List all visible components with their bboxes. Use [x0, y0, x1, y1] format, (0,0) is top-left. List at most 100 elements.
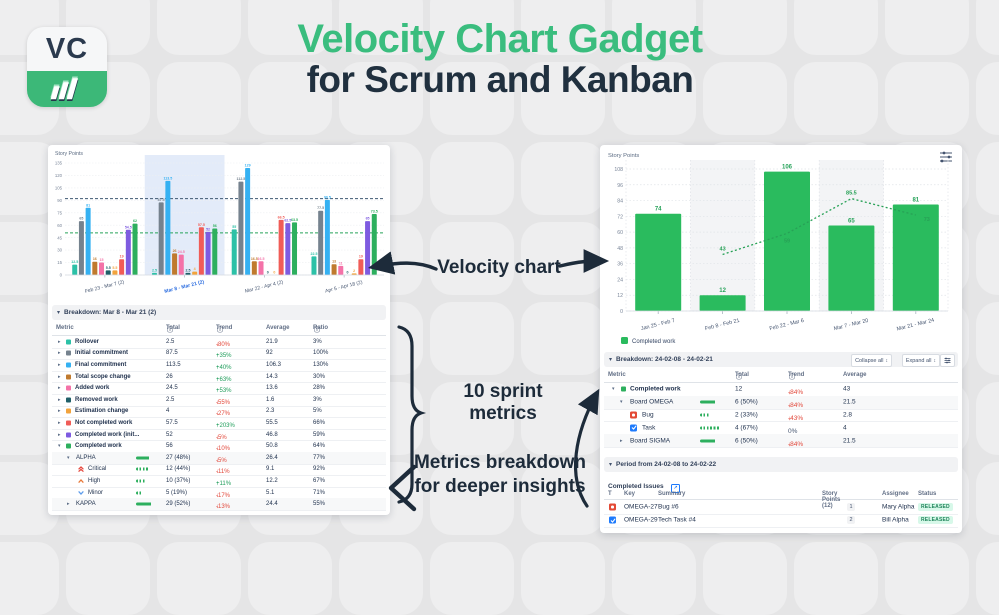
- total-value: 12 (44%): [166, 466, 191, 473]
- x-tick-label[interactable]: Feb 8 - Feb 21: [704, 318, 740, 332]
- table-row[interactable]: ▸ Estimation change 4 ↓ -27% 2.3 5%: [52, 406, 386, 419]
- table-row[interactable]: ▸ KAPPA 29 (52%) ↓ -13% 24.4 55%: [52, 498, 386, 511]
- background-tile: [612, 0, 696, 55]
- table-row[interactable]: ▸ Initial commitment 87.5 ↑ +35% 92 100%: [52, 348, 386, 361]
- chevron-right-icon[interactable]: ▸: [67, 501, 70, 508]
- chart-settings-icon[interactable]: [940, 151, 952, 163]
- info-circle-icon[interactable]: ⓘ: [314, 328, 321, 334]
- table-row[interactable]: ▸ Added work 24.5 ↑ +53% 13.6 28%: [52, 382, 386, 395]
- issue-summary[interactable]: Bug #6: [658, 503, 679, 511]
- chevron-down-icon[interactable]: ▾: [612, 386, 615, 393]
- table-row[interactable]: ▾ ALPHA 27 (48%) ↓ -5% 26.4 77%: [52, 452, 386, 465]
- chevron-down-icon[interactable]: ▾: [67, 454, 70, 461]
- issue-row[interactable]: OMEGA-27 Bug #6 1 Mary Alpha RELEASED: [604, 500, 958, 515]
- average-value: 5.1: [266, 489, 275, 496]
- table-row[interactable]: Bug 2 (33%) ↓ -43% 2.8: [604, 409, 958, 423]
- chevron-right-icon[interactable]: ▸: [58, 338, 61, 345]
- logo-bars-icon: [27, 71, 107, 107]
- bar-value-label: 62: [133, 219, 137, 223]
- breakdown-section-header-left[interactable]: ▾ Breakdown: Mar 8 - Mar 21 (2): [52, 305, 386, 320]
- table-row[interactable]: High 10 (37%) ↑ +11% 12.2 67%: [52, 475, 386, 488]
- chevron-right-icon[interactable]: ▸: [620, 437, 623, 444]
- progress-bar: [700, 400, 730, 404]
- issue-summary[interactable]: Tech Task #4: [658, 516, 696, 524]
- trend-down-icon: ↓: [216, 492, 219, 499]
- chevron-down-icon[interactable]: ▾: [609, 462, 613, 468]
- chevron-right-icon[interactable]: ▸: [58, 361, 61, 368]
- completed-issues-link[interactable]: Completed Issues ↗: [608, 475, 681, 493]
- x-tick-label[interactable]: Feb 23 - Mar 7 (2): [84, 279, 125, 295]
- bar: [365, 221, 371, 275]
- table-row[interactable]: ▾ Board OMEGA 6 (50%) ↓ -84% 21.5: [604, 395, 958, 410]
- background-tile: [976, 62, 999, 135]
- y-tick-label: 48: [617, 246, 623, 252]
- chevron-right-icon[interactable]: ▸: [58, 396, 61, 403]
- background-tile: [794, 542, 878, 615]
- trend-down-icon: ↓: [216, 446, 219, 453]
- x-tick-label[interactable]: Apr 5 - Apr 18 (2): [325, 279, 364, 294]
- info-circle-icon[interactable]: ⓘ: [167, 328, 174, 334]
- issue-key[interactable]: OMEGA-29: [624, 516, 658, 524]
- info-circle-icon[interactable]: ⓘ: [789, 375, 796, 381]
- column-header-label: Average: [843, 372, 867, 378]
- period-section-header[interactable]: ▾ Period from 24-02-08 to 24-02-22: [604, 457, 958, 472]
- x-tick-label[interactable]: Mar 22 - Apr 4 (2): [244, 279, 284, 294]
- progress-bar: [700, 439, 730, 443]
- expand-all-button[interactable]: Expand all ↕: [901, 354, 940, 367]
- x-tick-label[interactable]: Mar 8 - Mar 21 (2): [164, 279, 205, 295]
- metric-color-swatch: [66, 408, 71, 414]
- metric-label: Estimation change: [75, 408, 129, 415]
- chevron-right-icon[interactable]: ▸: [58, 431, 61, 438]
- info-circle-icon[interactable]: ⓘ: [736, 375, 743, 381]
- table-row[interactable]: ▾ Completed work 12 ↓ -84% 43: [604, 383, 958, 397]
- table-row[interactable]: Critical 12 (44%) ↓ -11% 9.1 92%: [52, 464, 386, 477]
- chevron-right-icon[interactable]: ▸: [58, 350, 61, 357]
- chevron-right-icon[interactable]: ▸: [58, 419, 61, 426]
- background-tile: [521, 62, 605, 135]
- x-tick-label[interactable]: Feb 22 - Mar 6: [769, 318, 805, 332]
- info-circle-icon[interactable]: ⓘ: [217, 328, 224, 334]
- ratio-value: 130%: [313, 361, 329, 368]
- background-tile: [430, 0, 514, 55]
- background-tile: [430, 542, 514, 615]
- chevron-down-icon[interactable]: ▾: [609, 357, 613, 363]
- bar-value-label: 57.5: [198, 223, 205, 227]
- external-link-icon[interactable]: ↗: [671, 484, 681, 493]
- bar: [205, 231, 211, 275]
- table-row[interactable]: Task 4 (67%) 0% 4: [604, 421, 958, 436]
- table-row[interactable]: ▸ Completed work (init... 52 ↓ -5% 46.8 59%: [52, 429, 386, 442]
- bar-value-label: 2.5: [185, 268, 190, 272]
- table-row[interactable]: ▸ Board SIGMA 6 (50%) ↓ -84% 21.5: [604, 434, 958, 448]
- chevron-down-icon[interactable]: ▾: [57, 310, 61, 316]
- table-row[interactable]: ▸ Removed work 2.5 ↓ -55% 1.6 3%: [52, 394, 386, 407]
- average-value: 50.8: [266, 443, 278, 450]
- metric-label: Rollover: [75, 338, 100, 345]
- chevron-right-icon[interactable]: ▸: [58, 408, 61, 415]
- issue-row[interactable]: OMEGA-29 Tech Task #4 2 Bill Alpha RELEASED: [604, 514, 958, 528]
- chevron-down-icon[interactable]: ▾: [58, 443, 61, 450]
- y-tick-label: 105: [55, 185, 63, 190]
- x-tick-label[interactable]: Mar 7 - Mar 20: [833, 318, 869, 332]
- chevron-down-icon[interactable]: ▾: [620, 399, 623, 406]
- ratio-value: 71%: [313, 489, 326, 496]
- ratio-value: 92%: [313, 466, 326, 473]
- breakdown-section-header-right[interactable]: ▾ Breakdown: 24-02-08 - 24-02-21 Collaps…: [604, 352, 958, 367]
- table-row[interactable]: ▸ Not completed work 57.5 ↑ +203% 55.5 66%: [52, 417, 386, 430]
- collapse-all-button[interactable]: Collapse all ↕: [851, 354, 892, 367]
- table-row[interactable]: ▸ Rollover 2.5 ↓ -80% 21.9 3%: [52, 336, 386, 349]
- breakdown-settings-button[interactable]: [940, 354, 955, 367]
- x-tick-label[interactable]: Jan 25 - Feb 7: [640, 318, 675, 332]
- table-row[interactable]: ▸ Final commitment 113.5 ↑ +40% 106.3 130%: [52, 359, 386, 372]
- bar: [185, 272, 191, 275]
- trend-label: -84%: [788, 440, 804, 448]
- trend-label: -27%: [216, 411, 231, 418]
- issue-key[interactable]: OMEGA-27: [624, 503, 658, 511]
- breakdown-title: Breakdown: 24-02-08 - 24-02-21: [616, 356, 713, 363]
- chevron-right-icon[interactable]: ▸: [58, 373, 61, 380]
- chevron-right-icon[interactable]: ▸: [58, 385, 61, 392]
- table-row[interactable]: ▸ Total scope change 26 ↑ +63% 14.3 30%: [52, 371, 386, 384]
- x-tick-label[interactable]: Mar 21 - Mar 24: [896, 317, 935, 332]
- metric-color-swatch: [66, 385, 71, 391]
- background-tile: [66, 542, 150, 615]
- trend-line: [722, 197, 916, 256]
